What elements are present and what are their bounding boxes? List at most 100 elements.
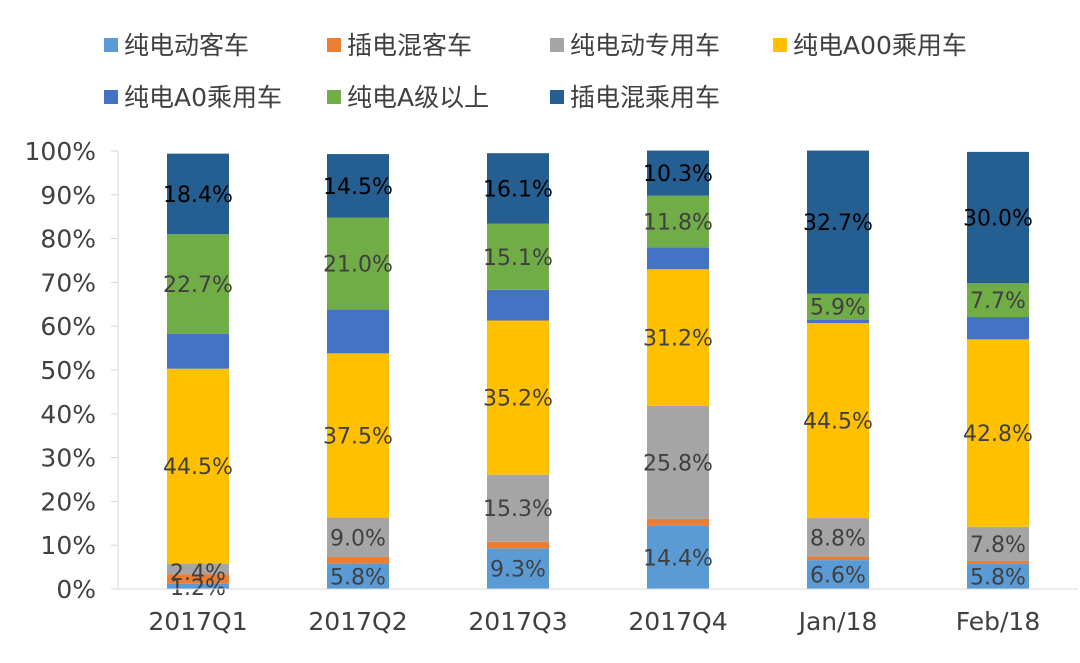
legend-label: 纯电动客车 (124, 31, 249, 60)
data-label: 5.8% (330, 565, 386, 590)
bar-stack (487, 153, 549, 589)
bar-segment (807, 560, 869, 589)
bar-segment (807, 518, 869, 557)
bar-segment (967, 283, 1029, 318)
bar-segment (647, 525, 709, 589)
legend-label: 纯电动专用车 (570, 31, 720, 60)
data-label: 5.9% (810, 296, 866, 321)
bar-stack (807, 150, 869, 589)
data-label: 14.4% (643, 546, 713, 571)
data-label: 25.8% (643, 451, 713, 476)
bar-segment (167, 583, 229, 589)
data-label: 18.4% (163, 183, 233, 208)
bar-segment (327, 217, 389, 310)
bar-segment (167, 574, 229, 584)
legend-item: 纯电A级以上 (327, 83, 489, 112)
bar-segment (327, 563, 389, 589)
data-label: 16.1% (483, 177, 553, 202)
bar-segment (167, 234, 229, 334)
bar-stack (967, 151, 1029, 589)
legend-swatch (327, 90, 341, 104)
data-label: 30.0% (963, 207, 1033, 232)
bar-segment (167, 153, 229, 235)
data-label: 32.7% (803, 211, 873, 236)
data-label: 2.4% (170, 561, 226, 586)
x-tick-label: 2017Q1 (148, 607, 247, 636)
x-tick-label: 2017Q4 (628, 607, 727, 636)
x-tick-label: Jan/18 (797, 607, 878, 636)
data-label: 9.0% (330, 526, 386, 551)
bar-stack (167, 153, 229, 589)
bar-segment (807, 319, 869, 324)
data-label: 21.0% (323, 253, 393, 278)
y-tick-label: 80% (40, 225, 96, 254)
bar-segment (967, 563, 1029, 589)
bar-segment (647, 269, 709, 406)
bar-segment (487, 320, 549, 475)
x-tick-label: 2017Q2 (308, 607, 407, 636)
data-label: 15.1% (483, 246, 553, 271)
bar-segment (647, 405, 709, 519)
bar-segment (967, 339, 1029, 527)
bar-segment (967, 526, 1029, 561)
legend-swatch (104, 90, 118, 104)
bars-area (167, 150, 1029, 589)
y-tick-label: 0% (56, 575, 96, 604)
bar-stack (647, 150, 709, 589)
bar-segment (807, 293, 869, 320)
y-tick-label: 40% (40, 400, 96, 429)
y-tick-label: 60% (40, 312, 96, 341)
legend-label: 纯电A0乘用车 (124, 83, 282, 112)
y-tick-label: 90% (40, 181, 96, 210)
data-label: 7.8% (970, 533, 1026, 558)
legend-swatch (550, 38, 564, 52)
data-label: 8.8% (810, 526, 866, 551)
legend-swatch (104, 38, 118, 52)
data-label: 5.8% (970, 565, 1026, 590)
data-label: 14.5% (323, 175, 393, 200)
data-label: 9.3% (490, 558, 546, 583)
data-label: 7.7% (970, 289, 1026, 314)
data-label: 15.3% (483, 497, 553, 522)
data-label: 31.2% (643, 327, 713, 352)
legend-item: 纯电A00乘用车 (773, 31, 967, 60)
data-label: 6.6% (810, 564, 866, 589)
legend-label: 纯电A00乘用车 (793, 31, 967, 60)
data-label: 44.5% (163, 455, 233, 480)
bar-segment (967, 560, 1029, 564)
data-label: 11.8% (643, 211, 713, 236)
legend-label: 插电混乘用车 (570, 83, 720, 112)
bar-segment (967, 151, 1029, 284)
data-label: 22.7% (163, 273, 233, 298)
y-tick-label: 30% (40, 444, 96, 473)
x-tick-label: 2017Q3 (468, 607, 567, 636)
bar-stack (327, 154, 389, 589)
bar-segment (167, 333, 229, 369)
data-label: 10.3% (643, 162, 713, 187)
bar-segment (647, 150, 709, 196)
bar-segment (967, 317, 1029, 340)
bar-segment (327, 154, 389, 218)
legend-label: 纯电A级以上 (347, 83, 489, 112)
bar-segment (647, 518, 709, 526)
x-axis: 2017Q1 2017Q2 2017Q3 2017Q4 Jan/18 Feb/18 (118, 588, 1078, 636)
bar-segment (487, 548, 549, 589)
bar-segment (327, 517, 389, 558)
bar-segment (487, 289, 549, 321)
bar-segment (487, 223, 549, 290)
bar-segment (647, 247, 709, 270)
y-tick-label: 20% (40, 487, 96, 516)
bar-segment (167, 563, 229, 575)
bar-segment (807, 556, 869, 561)
legend-item: 纯电A0乘用车 (104, 83, 282, 112)
data-label: 35.2% (483, 387, 553, 412)
legend-item: 插电混乘用车 (550, 83, 720, 112)
y-tick-label: 50% (40, 356, 96, 385)
y-tick-label: 70% (40, 268, 96, 297)
data-label: 44.5% (803, 410, 873, 435)
bar-segment (167, 368, 229, 564)
data-label: 37.5% (323, 424, 393, 449)
